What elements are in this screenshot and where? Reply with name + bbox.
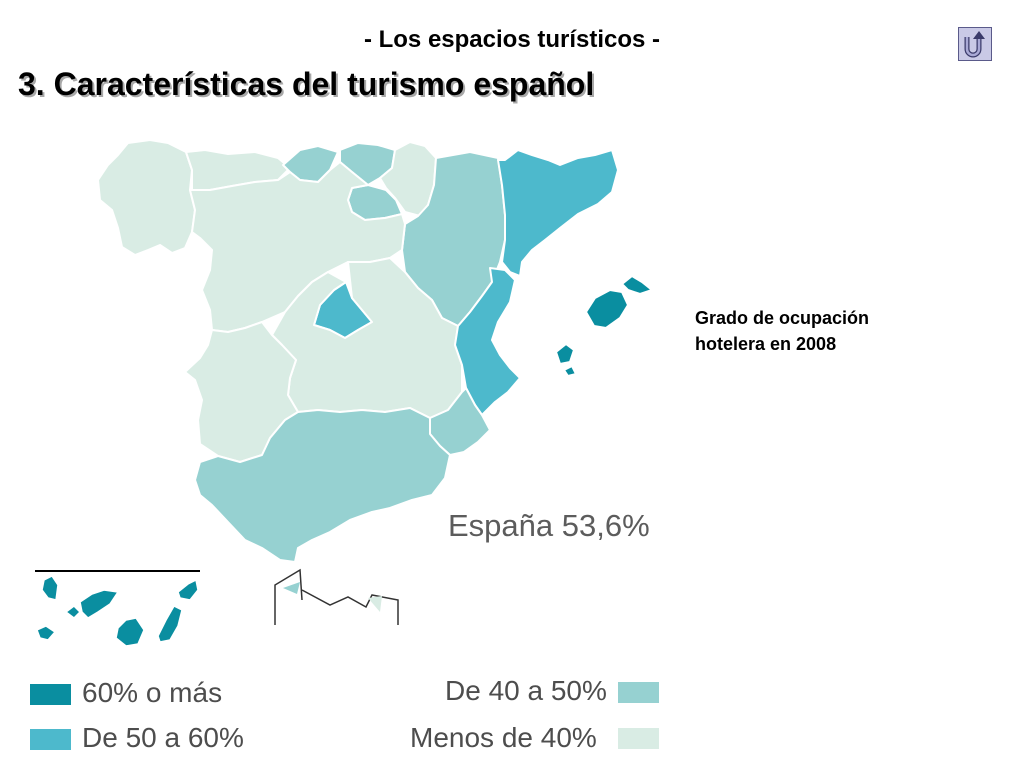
region-tenerife (79, 589, 120, 619)
return-arrow-icon (964, 31, 985, 58)
slide-subtitle: - Los espacios turísticos - (363, 26, 661, 53)
melilla-inset-frame (301, 589, 399, 625)
ceuta-inset-frame (274, 568, 303, 625)
legend-swatch-below-40 (618, 728, 659, 749)
region-ceuta (283, 582, 300, 594)
region-la-palma (41, 575, 59, 601)
region-mallorca (585, 289, 629, 329)
return-button[interactable] (958, 27, 992, 61)
legend-swatch-40-50 (618, 682, 659, 703)
legend-label-40-50: De 40 a 50% (445, 675, 607, 706)
region-melilla (368, 596, 382, 612)
legend-label-50-60: De 50 a 60% (82, 722, 244, 753)
region-formentera (563, 365, 577, 377)
region-ibiza (555, 343, 575, 365)
region-valencia (454, 267, 521, 416)
map-caption: Grado de ocupación hotelera en 2008 (695, 305, 869, 357)
slide-title: 3. Características del turismo español (18, 66, 595, 102)
legend-swatch-60-plus (30, 684, 71, 705)
map-caption-line-1: Grado de ocupación (695, 308, 870, 328)
region-galicia (97, 139, 196, 256)
region-andalucia (194, 407, 451, 563)
legend-label-below-40: Menos de 40% (410, 722, 597, 753)
region-fuerteventura (157, 605, 183, 643)
legend-swatch-50-60 (30, 729, 71, 750)
region-gran-canaria (115, 617, 145, 647)
region-menorca (621, 275, 653, 295)
region-el-hierro (36, 625, 57, 641)
region-catalonia (497, 149, 619, 277)
national-occupancy-total: España 53,6% (448, 508, 650, 543)
region-la-gomera (64, 605, 82, 619)
region-castilla-y-leon (189, 161, 406, 333)
map-caption-line-2: hotelera en 2008 (695, 334, 837, 354)
region-lanzarote (177, 578, 199, 601)
legend-label-60-plus: 60% o más (82, 677, 223, 708)
